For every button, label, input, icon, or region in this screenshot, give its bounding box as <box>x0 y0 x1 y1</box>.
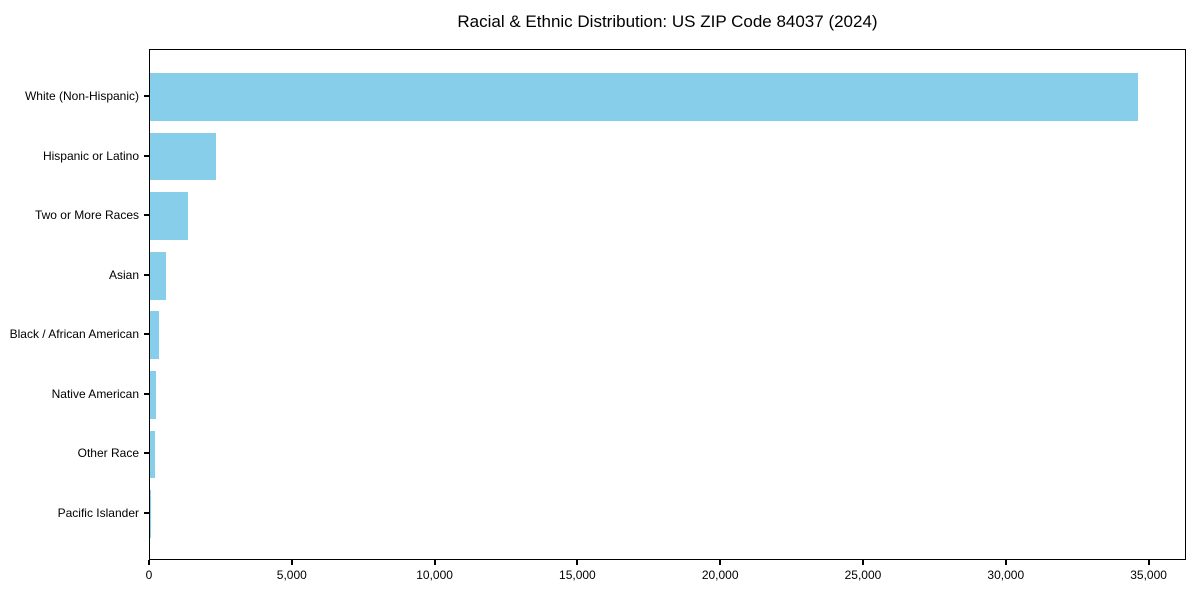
y-tick-label: Native American <box>51 386 139 401</box>
y-tick-mark <box>144 452 149 455</box>
y-tick-label: Pacific Islander <box>57 505 139 520</box>
bar-native-american <box>150 371 156 419</box>
x-tick-mark <box>719 560 722 565</box>
plot-area <box>149 49 1186 560</box>
x-tick-label: 25,000 <box>844 568 882 582</box>
x-tick-label: 30,000 <box>987 568 1025 582</box>
y-tick-mark <box>144 154 149 157</box>
y-tick-mark <box>144 95 149 98</box>
x-tick-mark <box>433 560 436 565</box>
bar-other-race <box>150 430 155 479</box>
chart-title: Racial & Ethnic Distribution: US ZIP Cod… <box>457 12 878 31</box>
bar-two-or-more-races <box>150 192 188 240</box>
y-tick-mark <box>144 333 149 336</box>
y-tick-mark <box>144 511 149 514</box>
bar-hispanic-or-latino <box>150 132 216 181</box>
x-tick-mark <box>1004 560 1007 565</box>
bar-black-african-american <box>150 311 159 360</box>
bar-white-non-hispanic <box>150 73 1139 121</box>
y-tick-mark <box>144 392 149 395</box>
x-tick-mark <box>290 560 293 565</box>
bar-asian <box>150 251 167 300</box>
x-tick-label: 20,000 <box>701 568 739 582</box>
x-tick-label: 0 <box>145 568 153 582</box>
x-tick-label: 5,000 <box>276 568 307 582</box>
x-tick-label: 35,000 <box>1130 568 1167 582</box>
x-tick-mark <box>1147 560 1150 565</box>
bars-layer <box>150 50 1185 559</box>
y-tick-mark <box>144 273 149 276</box>
y-tick-label: Asian <box>108 267 139 282</box>
x-tick-label: 15,000 <box>559 568 596 582</box>
y-tick-label: White (Non-Hispanic) <box>24 89 139 104</box>
y-tick-label: Black / African American <box>9 327 139 342</box>
y-tick-label: Other Race <box>77 446 139 461</box>
y-tick-label: Two or More Races <box>34 208 139 223</box>
x-tick-label: 10,000 <box>416 568 453 582</box>
x-tick-mark <box>576 560 579 565</box>
x-tick-mark <box>861 560 864 565</box>
bar-pacific-islander <box>150 490 151 538</box>
x-tick-mark <box>148 560 150 565</box>
y-tick-label: Hispanic or Latino <box>42 148 139 163</box>
y-tick-mark <box>144 214 149 217</box>
